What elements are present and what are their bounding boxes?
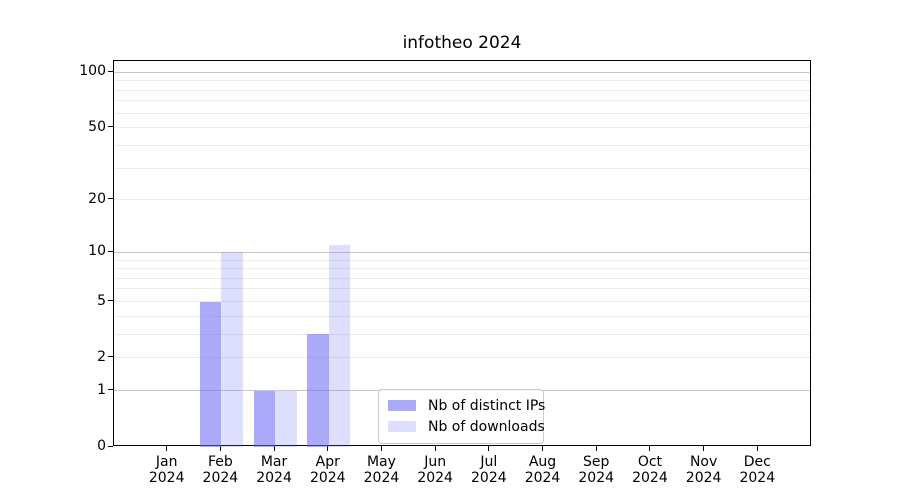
x-tick-month: May (366, 454, 396, 470)
gridline-major (114, 251, 810, 253)
x-tick-month: Jul (480, 454, 498, 470)
x-tick-label: Aug 2024 (511, 454, 575, 486)
gridline-minor (114, 127, 810, 129)
gridline-minor (114, 288, 810, 290)
gridline-minor (114, 301, 810, 302)
x-tick-month: Jun (424, 454, 447, 470)
x-tick-month: Oct (637, 454, 663, 470)
gridline-minor (114, 357, 810, 359)
x-tick-year: 2024 (739, 470, 776, 486)
y-tick (108, 389, 113, 391)
x-tick-month: Mar (260, 454, 288, 470)
plot-area (113, 60, 811, 447)
y-tick (108, 300, 113, 301)
x-tick (488, 446, 490, 451)
gridline-minor (114, 315, 810, 317)
y-tick-label: 100 (79, 63, 106, 80)
y-tick-label: 20 (88, 190, 106, 207)
x-tick-year: 2024 (309, 470, 346, 486)
bar-nb-of-distinct-ips-apr (307, 334, 329, 447)
chart-title: infotheo 2024 (402, 33, 522, 53)
gridline-major (114, 71, 810, 73)
bar-nb-of-downloads-apr (328, 245, 351, 447)
x-tick-year: 2024 (524, 470, 561, 486)
x-tick-month: Dec (743, 454, 771, 470)
x-tick (756, 446, 758, 451)
x-tick-year: 2024 (471, 470, 507, 486)
y-tick-label: 5 (97, 292, 106, 309)
x-tick-year: 2024 (202, 470, 239, 486)
x-tick-label: Jun 2024 (403, 454, 467, 486)
y-tick-label: 1 (97, 381, 106, 398)
bar-nb-of-downloads-mar (275, 390, 297, 447)
x-tick (166, 446, 168, 451)
x-tick (649, 446, 651, 451)
y-tick-label: 50 (88, 118, 106, 135)
legend-label-distinct-ips: Nb of distinct IPs (428, 397, 546, 414)
x-tick-label: Mar 2024 (242, 454, 306, 486)
x-tick (542, 446, 544, 451)
x-tick-year: 2024 (363, 470, 400, 486)
gridline-minor (114, 333, 810, 335)
y-tick-label: 0 (97, 438, 106, 454)
x-tick (703, 446, 705, 451)
x-tick (434, 446, 436, 451)
x-tick (273, 446, 275, 451)
x-tick-label: May 2024 (349, 454, 413, 486)
gridline-minor (114, 89, 810, 91)
x-tick-month: Sep (583, 454, 610, 470)
gridline-minor (114, 277, 810, 279)
y-tick (108, 356, 113, 358)
x-tick-year: 2024 (148, 470, 185, 486)
x-tick-label: Apr 2024 (296, 454, 360, 486)
y-tick (108, 445, 113, 447)
gridline-minor (114, 167, 810, 169)
legend-item-distinct-ips: Nb of distinct IPs (388, 395, 545, 416)
x-tick-year: 2024 (256, 470, 292, 486)
legend-swatch-downloads (388, 421, 416, 432)
y-tick (108, 70, 113, 72)
x-tick-year: 2024 (632, 470, 668, 486)
x-tick-label: Nov 2024 (672, 454, 736, 486)
y-tick-label: 10 (88, 243, 106, 260)
y-tick (108, 250, 113, 252)
bar-nb-of-downloads-feb (221, 252, 243, 447)
x-tick-label: Oct 2024 (618, 454, 682, 486)
x-tick-month: Aug (528, 454, 557, 470)
bar-nb-of-distinct-ips-feb (199, 301, 222, 447)
y-tick (108, 198, 113, 200)
x-tick-month: Nov (689, 454, 718, 470)
x-tick-label: Dec 2024 (725, 454, 789, 486)
y-tick-label: 2 (97, 348, 106, 365)
gridline-minor (114, 144, 810, 146)
bar-nb-of-distinct-ips-mar (253, 390, 276, 447)
x-tick-month: Jan (155, 454, 178, 470)
x-tick-label: Feb 2024 (188, 454, 252, 486)
gridline-minor (114, 112, 810, 114)
x-tick-label: Jul 2024 (457, 454, 521, 486)
x-tick-label: Jan 2024 (135, 454, 199, 486)
gridline-minor (114, 199, 810, 201)
x-tick (219, 446, 221, 451)
legend-item-downloads: Nb of downloads (388, 416, 545, 437)
x-tick (595, 446, 597, 451)
x-tick-year: 2024 (685, 470, 722, 486)
gridline-minor (114, 100, 810, 102)
x-tick-month: Feb (207, 454, 233, 470)
x-tick (380, 446, 382, 451)
legend-swatch-distinct-ips (388, 400, 416, 411)
x-tick (327, 446, 329, 451)
x-tick-label: Sep 2024 (564, 454, 628, 486)
gridline-minor (114, 268, 810, 270)
x-tick-year: 2024 (578, 470, 615, 486)
legend: Nb of distinct IPs Nb of downloads (378, 389, 545, 444)
gridline-minor (114, 80, 810, 82)
x-tick-year: 2024 (417, 470, 453, 486)
x-tick-month: Apr (315, 454, 340, 470)
gridline-minor (114, 259, 810, 261)
y-tick (108, 126, 113, 128)
legend-label-downloads: Nb of downloads (428, 418, 545, 435)
